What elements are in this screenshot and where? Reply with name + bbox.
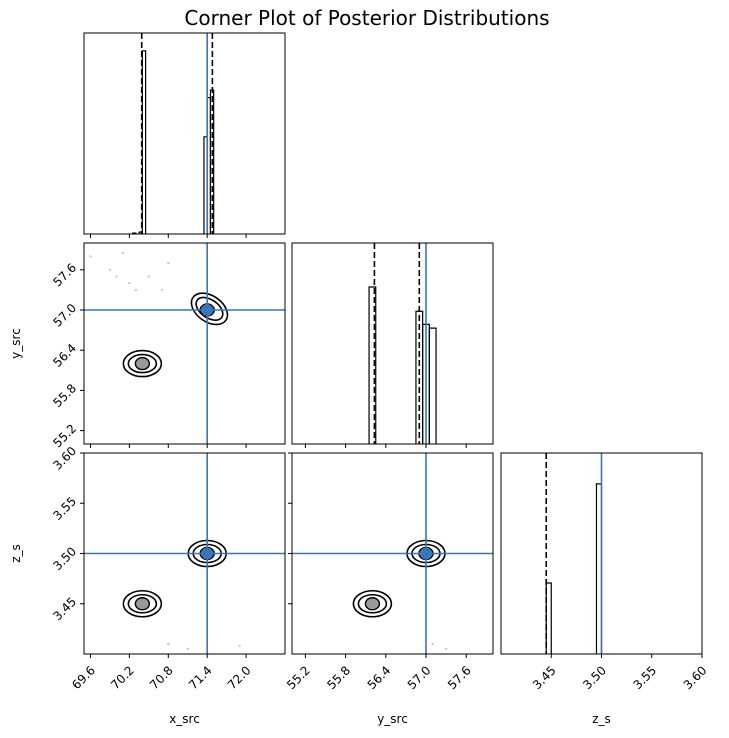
- hist-bar: [428, 327, 437, 444]
- hist-bar: [141, 50, 147, 234]
- y-tick-label: 57.6: [50, 261, 79, 290]
- y-tick-label: 56.4: [50, 341, 79, 370]
- sample-point: [160, 288, 164, 292]
- panel-content: [84, 453, 285, 654]
- x-tick-label: 70.8: [147, 663, 176, 692]
- sample-point: [115, 275, 118, 278]
- sample-point: [167, 642, 170, 646]
- x-tick-label: 56.4: [365, 663, 394, 692]
- sample-point: [147, 275, 151, 278]
- panel-y_src-hist: [291, 242, 494, 448]
- x-tick-label: 55.2: [284, 663, 313, 692]
- y-axis-label-y_src: y_src: [9, 328, 23, 359]
- sample-point: [89, 255, 92, 258]
- sample-point: [431, 642, 434, 646]
- x-tick-label: 3.50: [580, 663, 609, 692]
- sample-point: [238, 644, 241, 648]
- panel-z_s-hist: 3.45 3.50 3.55 3.60: [500, 452, 710, 692]
- hist-bar: [368, 286, 377, 444]
- sample-point: [108, 268, 112, 271]
- x-axis-label-x_src: x_src: [169, 712, 200, 726]
- panel-frame: [83, 242, 286, 445]
- contour-core: [134, 597, 151, 611]
- panel-frame: [83, 32, 286, 235]
- y-tick-label: 3.60: [50, 444, 79, 473]
- y-tick-label: 57.0: [50, 301, 79, 330]
- truth-point: [201, 547, 214, 560]
- x-tick-label: 69.6: [69, 663, 98, 692]
- y-tick-label: 3.55: [50, 494, 79, 523]
- panel-content: [132, 33, 215, 234]
- panel-content: [545, 453, 603, 654]
- x-tick-label: 3.45: [530, 663, 559, 692]
- panel-x_src-vs-y_src: 55.2 55.8 56.4 57.0 57.6: [50, 242, 286, 450]
- truth-point: [201, 304, 214, 316]
- x-tick-label: 57.0: [405, 663, 434, 692]
- x-tick-label: 70.2: [108, 663, 137, 692]
- sample-point: [128, 282, 131, 285]
- sample-point: [186, 647, 189, 651]
- x-axis-label-z_s: z_s: [592, 712, 611, 726]
- panel-content: [368, 243, 437, 444]
- panel-content: [292, 453, 493, 654]
- truth-point: [420, 547, 432, 560]
- y-tick-label: 3.50: [50, 544, 79, 573]
- y-axis-label-z_s: z_s: [9, 544, 23, 563]
- sample-point: [134, 288, 138, 292]
- y-tick-label: 55.2: [50, 421, 79, 450]
- x-tick-label: 71.4: [186, 663, 215, 692]
- x-tick-label: 3.55: [630, 663, 659, 692]
- contour-core: [134, 356, 151, 371]
- panel-x_src-vs-z_s: 69.6 70.2 70.8 71.4 72.0 3.45 3.50 3.55 3.60: [50, 444, 286, 692]
- y-tick-label: 55.8: [50, 381, 79, 410]
- x-tick-label: 72.0: [225, 663, 254, 692]
- corner-panels: 55.2 55.8 56.4 57.0 57.6 69.6 70.2 70.8 71.4 72.0…: [9, 32, 710, 726]
- x-tick-label: 55.8: [324, 663, 353, 692]
- contour-core: [364, 597, 381, 611]
- sample-point: [444, 647, 448, 651]
- x-axis-label-y_src: y_src: [377, 712, 408, 726]
- panel-content: [84, 243, 285, 444]
- panel-frame: [291, 242, 494, 445]
- panel-y_src-vs-z_s: 55.2 55.8 56.4 57.0 57.6: [284, 452, 494, 692]
- panel-x_src-hist: [83, 32, 286, 238]
- y-tick-label: 3.45: [50, 595, 79, 624]
- x-tick-label: 3.60: [681, 663, 710, 692]
- sample-point: [121, 251, 125, 255]
- x-tick-label: 57.6: [445, 663, 474, 692]
- chart-title: Corner Plot of Posterior Distributions: [184, 6, 549, 30]
- sample-point: [167, 261, 170, 265]
